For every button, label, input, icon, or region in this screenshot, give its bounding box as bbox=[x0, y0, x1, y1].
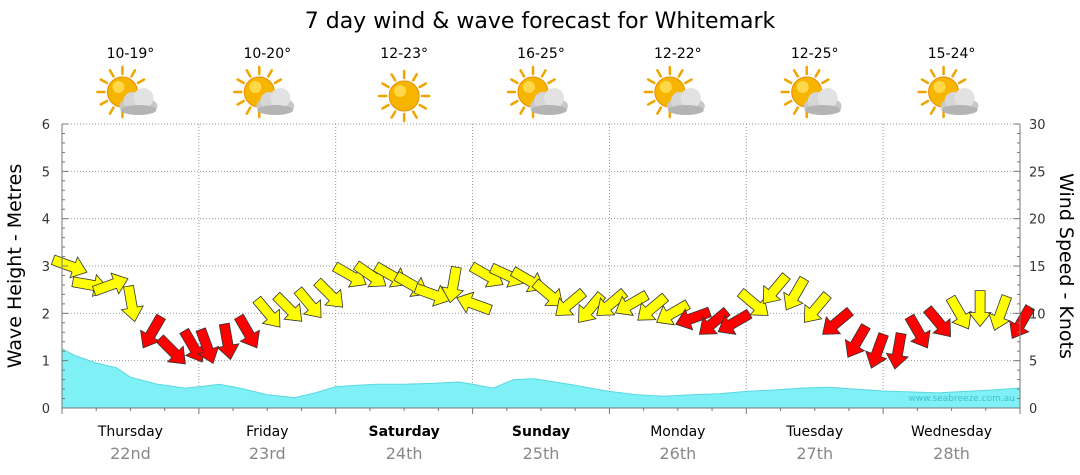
day-name-label: Wednesday bbox=[911, 424, 992, 440]
wind-arrow bbox=[531, 278, 564, 307]
wind-arrow bbox=[988, 294, 1012, 331]
wind-arrow bbox=[923, 305, 951, 338]
day-date-label: 24th bbox=[386, 444, 423, 463]
right-axis-ticks: 0 5 10 15 20 25 30 bbox=[1029, 118, 1046, 417]
day-labels: Thursday 22nd Friday 23rd Saturday 24th Sunday… bbox=[97, 424, 992, 463]
left-tick-label: 4 bbox=[42, 213, 50, 228]
wind-arrow bbox=[736, 287, 769, 316]
left-tick-label: 6 bbox=[42, 118, 50, 133]
left-tick-label: 0 bbox=[42, 402, 50, 417]
partly-cloudy-icon bbox=[917, 65, 979, 119]
temperature-range: 15-24° bbox=[928, 46, 976, 62]
left-axis-label: Wave Height - Metres bbox=[4, 164, 26, 368]
wind-arrow bbox=[945, 294, 972, 330]
wind-arrows bbox=[50, 254, 1036, 370]
day-name-label: Tuesday bbox=[785, 424, 843, 440]
wind-arrow bbox=[614, 290, 650, 316]
weather-row: 10-19° 10-20° 12-23° 16-25° 12-22° 12-25° 15-2… bbox=[96, 46, 979, 123]
wind-arrow bbox=[1009, 304, 1036, 339]
left-axis-ticks: 0 1 2 3 4 5 6 bbox=[42, 118, 50, 417]
wind-arrow bbox=[578, 291, 607, 323]
wind-arrow bbox=[413, 283, 451, 307]
left-tick-label: 5 bbox=[42, 165, 50, 180]
wind-arrow bbox=[234, 313, 260, 349]
wind-arrow bbox=[50, 254, 88, 279]
wind-arrow bbox=[195, 327, 220, 365]
day-name-label: Thursday bbox=[97, 424, 163, 440]
partly-cloudy-icon bbox=[233, 65, 295, 119]
wind-arrow bbox=[637, 292, 670, 321]
day-name-label: Monday bbox=[650, 424, 705, 440]
wind-arrow bbox=[762, 272, 791, 304]
right-tick-label: 15 bbox=[1029, 260, 1046, 275]
day-date-label: 25th bbox=[523, 444, 560, 463]
wind-arrow bbox=[272, 291, 303, 322]
temperature-range: 16-25° bbox=[517, 46, 565, 62]
chart-title: 7 day wind & wave forecast for Whitemark bbox=[305, 9, 776, 34]
wave-height-area bbox=[61, 347, 1021, 409]
wind-arrow bbox=[717, 308, 753, 335]
wind-arrow bbox=[885, 332, 910, 370]
partly-cloudy-icon bbox=[643, 65, 705, 119]
right-tick-label: 25 bbox=[1029, 165, 1046, 180]
right-tick-label: 5 bbox=[1029, 355, 1037, 370]
wind-arrow bbox=[555, 287, 588, 316]
wind-arrow bbox=[656, 299, 691, 326]
wind-arrow bbox=[698, 306, 731, 335]
wind-arrow bbox=[803, 291, 832, 323]
left-tick-label: 3 bbox=[42, 260, 50, 275]
left-tick-label: 1 bbox=[42, 355, 50, 370]
wind-arrow bbox=[91, 272, 129, 297]
day-name-label: Saturday bbox=[369, 424, 440, 440]
wind-arrow bbox=[904, 313, 931, 349]
day-date-label: 27th bbox=[796, 444, 833, 463]
partly-cloudy-icon bbox=[780, 65, 842, 119]
left-tick-label: 2 bbox=[42, 307, 50, 322]
partly-cloudy-icon bbox=[96, 65, 158, 119]
day-date-label: 26th bbox=[659, 444, 696, 463]
wind-arrow bbox=[331, 261, 367, 288]
watermark: www.seabreeze.com.au bbox=[908, 394, 1015, 404]
day-name-label: Friday bbox=[246, 424, 288, 440]
right-tick-label: 0 bbox=[1029, 402, 1037, 417]
right-tick-label: 10 bbox=[1029, 307, 1046, 322]
day-name-label: Sunday bbox=[512, 424, 570, 440]
day-date-label: 23rd bbox=[249, 444, 286, 463]
wind-arrow bbox=[293, 286, 322, 319]
wind-arrow bbox=[675, 306, 712, 331]
wind-arrow bbox=[596, 287, 629, 316]
wind-arrow bbox=[440, 265, 465, 304]
sunny-icon bbox=[377, 69, 431, 123]
right-tick-label: 20 bbox=[1029, 213, 1046, 228]
wind-arrow bbox=[968, 290, 992, 328]
right-tick-label: 30 bbox=[1029, 118, 1046, 133]
temperature-range: 12-22° bbox=[654, 46, 702, 62]
wind-arrow bbox=[155, 334, 186, 365]
temperature-range: 10-19° bbox=[107, 46, 155, 62]
temperature-range: 12-25° bbox=[791, 46, 839, 62]
wind-arrow bbox=[140, 313, 166, 349]
day-date-label: 28th bbox=[933, 444, 970, 463]
grid-lines bbox=[62, 123, 1020, 408]
partly-cloudy-icon bbox=[506, 65, 568, 119]
wind-arrow bbox=[252, 295, 281, 328]
wind-arrow bbox=[822, 306, 854, 335]
temperature-range: 10-20° bbox=[243, 46, 291, 62]
temperature-range: 12-23° bbox=[380, 46, 428, 62]
axes bbox=[61, 123, 1021, 414]
wind-arrow bbox=[313, 277, 344, 308]
wind-arrow bbox=[216, 322, 240, 361]
wind-arrow bbox=[456, 291, 493, 316]
wind-arrow bbox=[865, 332, 889, 369]
wave-area-group bbox=[61, 347, 1021, 409]
wind-arrow bbox=[783, 275, 810, 311]
right-axis-label: Wind Speed - Knots bbox=[1055, 173, 1077, 359]
day-date-label: 22nd bbox=[110, 444, 151, 463]
wind-arrow bbox=[120, 284, 144, 323]
wind-arrow bbox=[844, 323, 871, 358]
